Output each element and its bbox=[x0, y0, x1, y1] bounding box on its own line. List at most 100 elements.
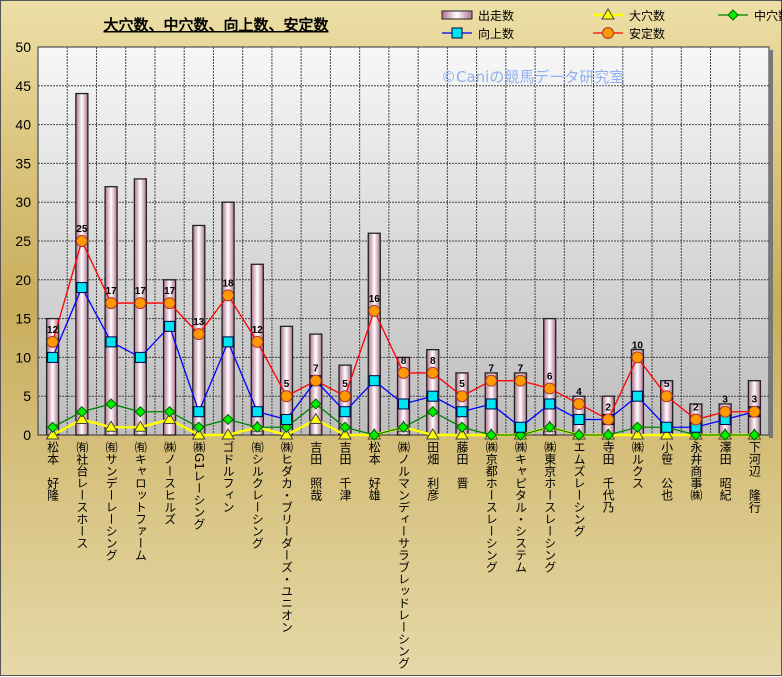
y-tick-label: 0 bbox=[23, 427, 31, 443]
legend-label: 大穴数 bbox=[629, 8, 665, 23]
marker-向上数 bbox=[398, 398, 409, 410]
marker-安定数 bbox=[748, 405, 761, 418]
marker-向上数 bbox=[76, 282, 88, 294]
x-tick-label: ㈲キャロットファーム bbox=[133, 441, 148, 561]
marker-中穴数 bbox=[573, 429, 585, 441]
marker-大穴数 bbox=[221, 428, 235, 440]
x-tick-label: 小笹 公也 bbox=[659, 441, 674, 501]
legend-label: 安定数 bbox=[629, 26, 665, 41]
marker-向上数 bbox=[47, 351, 59, 363]
y-tick-label: 40 bbox=[15, 117, 31, 133]
marker-中穴数 bbox=[397, 421, 410, 433]
marker-中穴数 bbox=[193, 421, 205, 433]
x-tick-label: 松本 好雄 bbox=[367, 441, 382, 501]
marker-中穴数 bbox=[251, 421, 264, 433]
marker-中穴数 bbox=[602, 429, 614, 441]
marker-中穴数 bbox=[485, 429, 497, 441]
marker-大穴数 bbox=[191, 428, 206, 440]
marker-向上数 bbox=[544, 398, 556, 410]
marker-安定数 bbox=[105, 297, 118, 310]
x-tick-label: 吉田 照哉 bbox=[308, 441, 323, 501]
x-tick-label: 澤田 昭紀 bbox=[718, 441, 733, 501]
marker-安定数 bbox=[75, 235, 88, 247]
data-label: 5 bbox=[664, 379, 670, 390]
marker-安定数 bbox=[426, 366, 439, 379]
data-label: 7 bbox=[313, 364, 319, 375]
marker-安定数 bbox=[192, 328, 205, 341]
marker-向上数 bbox=[164, 320, 176, 332]
bar-出走数 bbox=[221, 201, 235, 436]
x-tick-label: ゴドルフィン bbox=[221, 441, 236, 513]
marker-安定数 bbox=[514, 374, 527, 387]
y-tick-label: 25 bbox=[15, 233, 31, 249]
data-label: 5 bbox=[459, 379, 465, 390]
data-label: 7 bbox=[518, 364, 524, 375]
data-label: 4 bbox=[576, 387, 582, 398]
marker-安定数 bbox=[46, 335, 59, 348]
x-tick-label: ㈱キャピタル・システム bbox=[513, 441, 528, 573]
marker-大穴数 bbox=[659, 428, 674, 440]
legend-marker-安定数 bbox=[602, 27, 614, 39]
marker-中穴数 bbox=[76, 406, 88, 418]
x-tick-label: 吉田 千津 bbox=[338, 441, 353, 501]
marker-安定数 bbox=[660, 390, 673, 403]
marker-中穴数 bbox=[105, 398, 117, 410]
bar-出走数 bbox=[367, 232, 381, 436]
data-label: 6 bbox=[547, 371, 553, 382]
legend-label: 中穴数 bbox=[754, 8, 782, 23]
marker-安定数 bbox=[397, 366, 410, 379]
data-label: 5 bbox=[342, 379, 348, 390]
marker-安定数 bbox=[485, 374, 498, 387]
x-tick-label: ㈲サンデーレーシング bbox=[104, 441, 119, 561]
marker-中穴数 bbox=[427, 406, 439, 418]
x-tick-label: ㈱ノルマンディーサラブレッドレーシング bbox=[396, 441, 411, 669]
data-label: 8 bbox=[401, 356, 407, 367]
marker-安定数 bbox=[309, 374, 322, 387]
marker-中穴数 bbox=[163, 406, 176, 418]
marker-向上数 bbox=[193, 406, 205, 418]
marker-向上数 bbox=[222, 336, 234, 348]
data-label: 17 bbox=[135, 286, 147, 297]
marker-中穴数 bbox=[222, 413, 234, 426]
data-label: 3 bbox=[722, 395, 728, 406]
marker-大穴数 bbox=[104, 420, 118, 432]
y-tick-label: 30 bbox=[15, 194, 31, 210]
legend-marker-中穴数 bbox=[727, 9, 739, 21]
x-tick-label: 藤田 晋 bbox=[454, 441, 469, 489]
marker-中穴数 bbox=[543, 421, 556, 433]
data-label: 12 bbox=[252, 325, 264, 336]
marker-中穴数 bbox=[310, 398, 322, 410]
marker-中穴数 bbox=[46, 421, 59, 433]
y-tick-label: 50 bbox=[15, 39, 31, 55]
bar-出走数 bbox=[104, 186, 118, 436]
marker-安定数 bbox=[602, 413, 615, 426]
x-tick-label: 松本 好隆 bbox=[45, 441, 60, 501]
x-tick-label: 田畑 利彦 bbox=[425, 441, 440, 501]
marker-向上数 bbox=[105, 336, 117, 348]
legend-label: 出走数 bbox=[478, 8, 514, 23]
marker-大穴数 bbox=[308, 412, 323, 424]
x-tick-label: ㈱ヒダカ・ブリーダーズ・ユニオン bbox=[279, 441, 294, 633]
x-tick-label: ㈱G1レーシング bbox=[191, 441, 206, 530]
marker-大穴数 bbox=[133, 420, 148, 432]
marker-安定数 bbox=[368, 304, 381, 317]
marker-向上数 bbox=[661, 421, 673, 433]
marker-中穴数 bbox=[456, 421, 468, 433]
marker-中穴数 bbox=[134, 406, 147, 418]
legend-marker-大穴数 bbox=[601, 8, 615, 20]
y-tick-label: 35 bbox=[15, 155, 31, 171]
y-tick-label: 45 bbox=[15, 78, 31, 94]
marker-安定数 bbox=[339, 390, 352, 403]
watermark: ©Caniの競馬データ研究室 bbox=[441, 68, 624, 86]
y-tick-label: 20 bbox=[15, 272, 31, 288]
data-label: 18 bbox=[222, 278, 234, 289]
marker-大穴数 bbox=[45, 428, 60, 440]
marker-安定数 bbox=[134, 297, 147, 310]
bar-出走数 bbox=[250, 263, 264, 436]
data-label: 17 bbox=[106, 286, 118, 297]
marker-安定数 bbox=[455, 390, 468, 403]
marker-中穴数 bbox=[748, 429, 761, 441]
x-tick-label: 寺田 千代乃 bbox=[601, 441, 616, 513]
marker-大穴数 bbox=[630, 428, 645, 440]
